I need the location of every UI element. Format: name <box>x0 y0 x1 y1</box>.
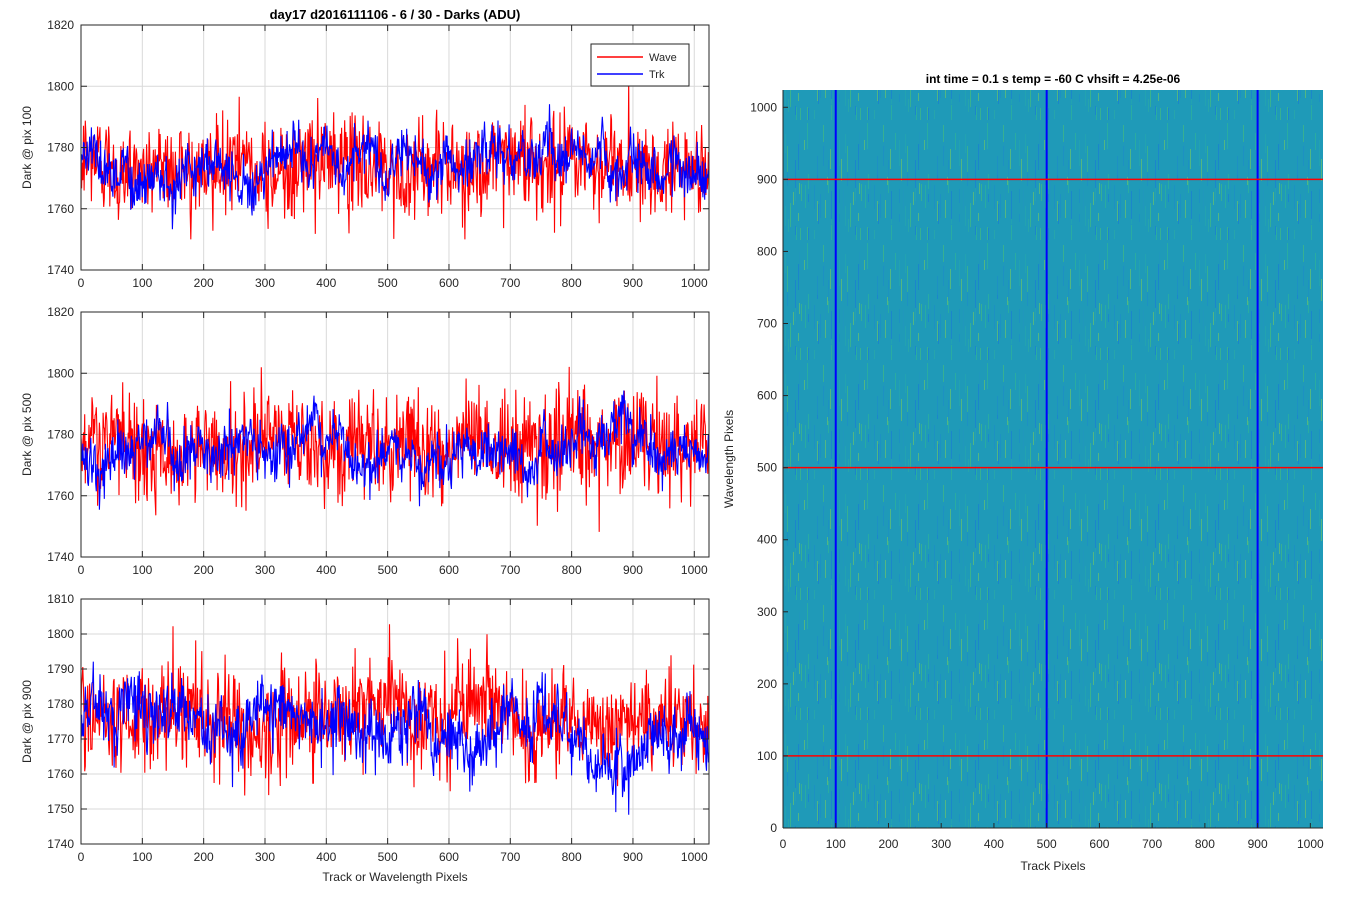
y-tick-label: 1800 <box>47 627 74 641</box>
x-tick-label: 0 <box>78 276 85 290</box>
dark-pix-100-plot: 0 100 200 300 400 500 600 700 800 900 1000 1740 1760… <box>20 18 710 290</box>
heatmap-y-tick-label: 600 <box>757 389 777 403</box>
heatmap-y-axis-label: Wavelength Pixels <box>722 410 736 508</box>
x-tick-label: 300 <box>255 276 275 290</box>
legend: Wave Trk <box>590 43 690 87</box>
y-axis-label: Dark @ pix 100 <box>20 106 34 189</box>
y-tick-label: 1750 <box>47 802 74 816</box>
x-tick-label: 600 <box>439 563 459 577</box>
heatmap-x-tick-label: 900 <box>1248 837 1268 851</box>
dark-frame-heatmap: int time = 0.1 s temp = -60 C vhsift = 4… <box>722 72 1324 873</box>
y-tick-label: 1760 <box>47 202 74 216</box>
x-tick-label: 800 <box>562 563 582 577</box>
heatmap-x-tick-label: 400 <box>984 837 1004 851</box>
y-tick-label: 1810 <box>47 592 74 606</box>
legend-box <box>590 43 690 87</box>
heatmap-x-axis-label: Track Pixels <box>1021 859 1086 873</box>
y-tick-label: 1780 <box>47 697 74 711</box>
heatmap-image <box>783 90 1323 828</box>
x-tick-label: 400 <box>316 276 336 290</box>
dark-pix-900-plot: 0 100 200 300 400 500 600 700 800 900 1000 1740 1750… <box>20 592 710 884</box>
heatmap-x-tick-label: 800 <box>1195 837 1215 851</box>
heatmap-y-tick-label: 700 <box>757 317 777 331</box>
y-tick-label: 1800 <box>47 79 74 93</box>
series-line-trk <box>81 390 709 510</box>
dark-pix-500-plot: 0 100 200 300 400 500 600 700 800 900 1000 1740 1760… <box>20 305 710 577</box>
heatmap-title: int time = 0.1 s temp = -60 C vhsift = 4… <box>926 72 1181 86</box>
heatmap-x-tick-label: 200 <box>878 837 898 851</box>
x-tick-label: 0 <box>78 563 85 577</box>
heatmap-y-tick-label: 100 <box>757 749 777 763</box>
x-tick-label: 0 <box>78 850 85 864</box>
x-tick-label: 700 <box>500 276 520 290</box>
x-tick-label: 600 <box>439 850 459 864</box>
heatmap-x-tick-label: 700 <box>1142 837 1162 851</box>
heatmap-x-tick-label: 600 <box>1089 837 1109 851</box>
heatmap-y-tick-label: 800 <box>757 244 777 258</box>
heatmap-x-tick-label: 500 <box>1037 837 1057 851</box>
x-tick-label: 800 <box>562 276 582 290</box>
y-axis-label: Dark @ pix 900 <box>20 680 34 763</box>
legend-label-trk: Trk <box>649 69 665 81</box>
y-tick-label: 1760 <box>47 767 74 781</box>
y-tick-label: 1800 <box>47 366 74 380</box>
x-tick-label: 1000 <box>681 850 708 864</box>
y-tick-label: 1740 <box>47 837 74 851</box>
y-tick-label: 1740 <box>47 550 74 564</box>
x-tick-label: 700 <box>500 850 520 864</box>
x-tick-label: 300 <box>255 563 275 577</box>
y-tick-label: 1780 <box>47 428 74 442</box>
x-tick-label: 100 <box>132 276 152 290</box>
x-tick-label: 600 <box>439 276 459 290</box>
heatmap-y-tick-label: 0 <box>770 821 777 835</box>
x-tick-label: 900 <box>623 850 643 864</box>
x-tick-label: 1000 <box>681 563 708 577</box>
series-line-trk <box>81 661 709 815</box>
heatmap-x-tick-label: 0 <box>780 837 787 851</box>
heatmap-x-tick-label: 100 <box>826 837 846 851</box>
y-tick-label: 1790 <box>47 662 74 676</box>
x-tick-label: 100 <box>132 563 152 577</box>
y-tick-label: 1820 <box>47 18 74 32</box>
heatmap-y-tick-label: 200 <box>757 677 777 691</box>
x-tick-label: 200 <box>194 563 214 577</box>
y-tick-label: 1760 <box>47 489 74 503</box>
x-axis-label: Track or Wavelength Pixels <box>322 870 467 884</box>
x-tick-label: 1000 <box>681 276 708 290</box>
x-tick-label: 800 <box>562 850 582 864</box>
x-tick-label: 500 <box>378 850 398 864</box>
heatmap-y-tick-label: 500 <box>757 461 777 475</box>
x-tick-label: 300 <box>255 850 275 864</box>
legend-label-wave: Wave <box>649 52 677 64</box>
x-tick-label: 900 <box>623 563 643 577</box>
heatmap-x-tick-label: 1000 <box>1297 837 1324 851</box>
heatmap-y-tick-label: 400 <box>757 533 777 547</box>
x-tick-label: 500 <box>378 276 398 290</box>
y-axis-label: Dark @ pix 500 <box>20 393 34 476</box>
heatmap-x-tick-label: 300 <box>931 837 951 851</box>
x-tick-label: 400 <box>316 850 336 864</box>
x-tick-label: 200 <box>194 276 214 290</box>
heatmap-y-tick-label: 300 <box>757 605 777 619</box>
x-tick-label: 400 <box>316 563 336 577</box>
figure-title: day17 d2016111106 - 6 / 30 - Darks (ADU) <box>270 7 521 22</box>
y-tick-label: 1740 <box>47 263 74 277</box>
x-tick-label: 100 <box>132 850 152 864</box>
y-tick-label: 1780 <box>47 141 74 155</box>
heatmap-y-tick-label: 1000 <box>750 100 777 114</box>
x-tick-label: 200 <box>194 850 214 864</box>
heatmap-y-tick-label: 900 <box>757 172 777 186</box>
y-tick-label: 1770 <box>47 732 74 746</box>
y-tick-label: 1820 <box>47 305 74 319</box>
series-line-trk <box>81 104 709 230</box>
axes-box <box>80 598 710 845</box>
x-tick-label: 900 <box>623 276 643 290</box>
x-tick-label: 700 <box>500 563 520 577</box>
x-tick-label: 500 <box>378 563 398 577</box>
